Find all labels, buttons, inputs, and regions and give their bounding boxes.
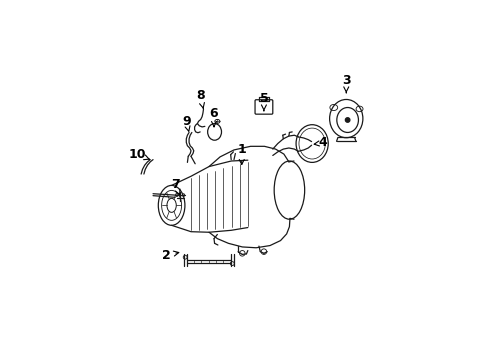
Text: 10: 10 — [128, 148, 149, 161]
Text: 9: 9 — [182, 115, 190, 131]
Text: 3: 3 — [341, 74, 350, 93]
Text: 6: 6 — [209, 107, 218, 127]
Text: 1: 1 — [237, 143, 245, 165]
Text: 7: 7 — [170, 178, 180, 194]
Text: 2: 2 — [162, 249, 179, 262]
Circle shape — [345, 118, 349, 122]
Text: 5: 5 — [259, 92, 268, 111]
Text: 8: 8 — [196, 89, 204, 108]
Text: 4: 4 — [314, 136, 326, 149]
